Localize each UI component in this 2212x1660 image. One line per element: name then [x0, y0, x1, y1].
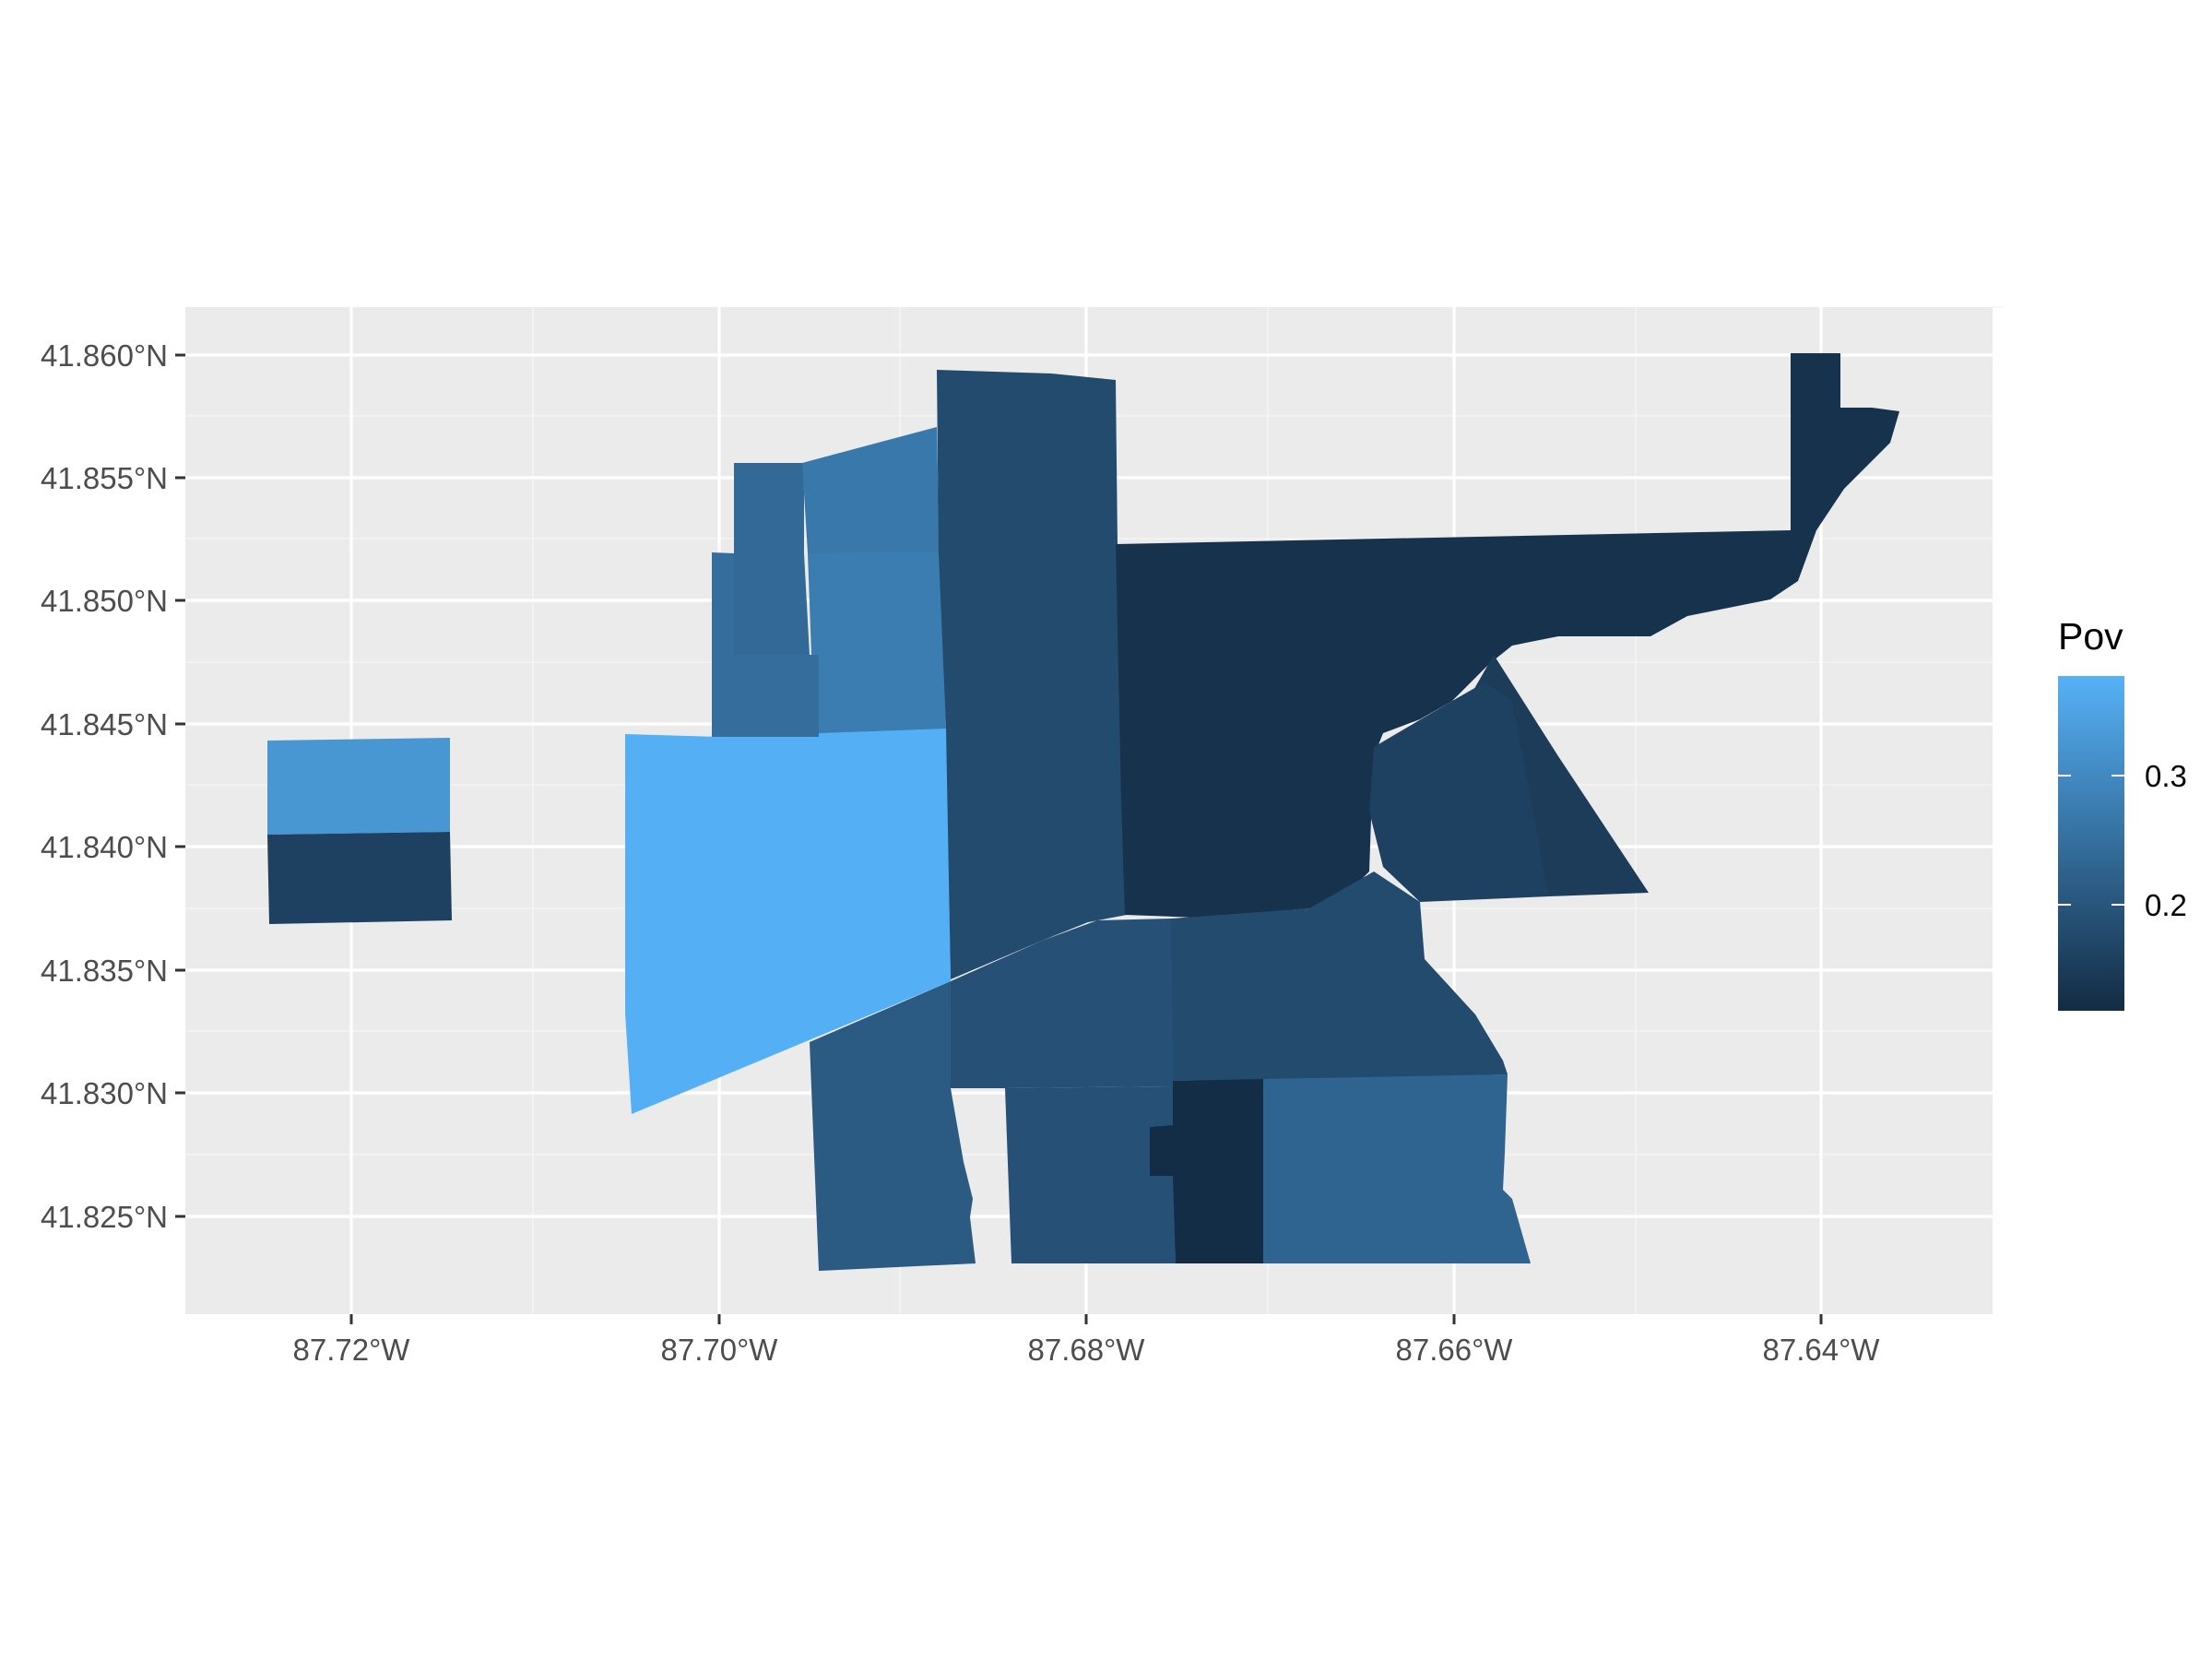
map-regions	[267, 353, 1899, 1271]
legend: Pov 0.3 0.2	[2058, 615, 2187, 1011]
y-axis-ticks	[175, 353, 185, 1218]
region-northeast-large	[1116, 353, 1899, 918]
region-northwest-mid	[734, 463, 810, 655]
legend-label: 0.3	[2145, 759, 2187, 793]
legend-label: 0.2	[2145, 888, 2187, 922]
region-south-east	[1263, 1074, 1531, 1263]
y-tick-label: 41.835°N	[41, 954, 168, 988]
region-east-inner	[1369, 682, 1549, 902]
region-far-west-south	[267, 832, 452, 924]
y-tick-label: 41.860°N	[41, 338, 168, 373]
x-tick-label: 87.64°W	[1763, 1333, 1881, 1367]
x-axis-ticks	[349, 1314, 1823, 1324]
x-axis-labels: 87.72°W 87.70°W 87.68°W 87.66°W 87.64°W	[293, 1333, 1881, 1367]
region-northwest-slanted	[802, 427, 940, 553]
y-tick-label: 41.825°N	[41, 1200, 168, 1234]
region-northwest-inner	[808, 551, 946, 733]
y-tick-label: 41.845°N	[41, 707, 168, 741]
y-tick-label: 41.840°N	[41, 830, 168, 864]
region-far-west-north	[267, 738, 450, 835]
region-north-central-strip	[937, 370, 1127, 979]
x-tick-label: 87.72°W	[293, 1333, 411, 1367]
y-tick-label: 41.850°N	[41, 584, 168, 618]
region-northwest-top	[712, 552, 819, 737]
x-tick-label: 87.66°W	[1396, 1333, 1514, 1367]
region-south-mid	[1005, 1086, 1176, 1263]
region-south-narrow	[1150, 1079, 1263, 1263]
x-tick-label: 87.70°W	[661, 1333, 779, 1367]
region-south-center-east	[1171, 872, 1508, 1081]
region-southwest	[810, 981, 976, 1271]
legend-title: Pov	[2058, 615, 2123, 658]
x-tick-label: 87.68°W	[1028, 1333, 1146, 1367]
y-axis-labels: 41.860°N 41.855°N 41.850°N 41.845°N 41.8…	[41, 338, 168, 1234]
y-tick-label: 41.830°N	[41, 1076, 168, 1110]
legend-ticks	[2058, 775, 2124, 906]
region-south-center	[951, 919, 1173, 1088]
y-tick-label: 41.855°N	[41, 461, 168, 495]
legend-colorbar	[2058, 676, 2124, 1011]
region-west-large	[625, 728, 951, 1114]
